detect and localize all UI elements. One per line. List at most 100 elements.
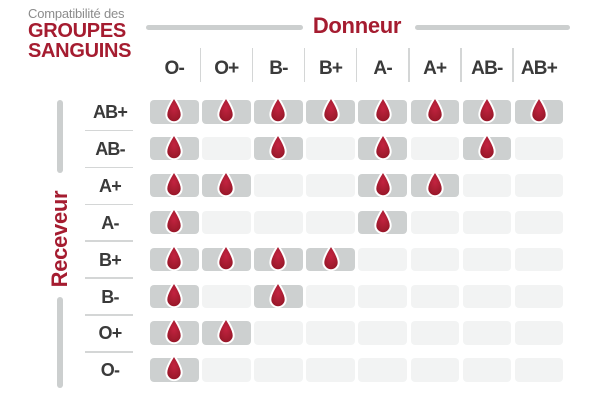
blood-drop-icon [530, 96, 548, 124]
donor-column-header-A-: A- [373, 58, 392, 79]
column-separator [303, 48, 306, 82]
blood-drop-icon [165, 133, 183, 161]
donor-column-header-AB+: AB+ [520, 58, 558, 79]
matrix-cell-B+-from-B+ [306, 243, 355, 272]
matrix-cell-O+-from-AB+ [514, 321, 564, 345]
blood-drop-icon [269, 243, 288, 271]
matrix-cell-AB--from-O- [150, 133, 199, 161]
chart-title-line1: GROUPES [28, 20, 126, 42]
donor-axis-line-left [146, 25, 303, 30]
row-separator [85, 166, 133, 169]
matrix-cell-B--from-A+ [410, 284, 459, 308]
matrix-cell-AB--from-AB+ [514, 136, 564, 161]
matrix-cell-B--from-B+ [306, 284, 355, 308]
matrix-cell-O--from-O- [150, 354, 199, 382]
matrix-cell-B--from-O- [150, 280, 199, 308]
blood-drop-icon [217, 96, 236, 124]
donor-column-header-AB-: AB- [471, 58, 503, 79]
matrix-cell-AB--from-A+ [410, 136, 459, 161]
receiver-row-label-AB+: AB+ [92, 102, 128, 122]
matrix-cell-B+-from-AB+ [514, 247, 564, 272]
matrix-cell-B+-from-O+ [202, 243, 251, 272]
row-separator [85, 314, 133, 316]
column-separator [355, 48, 358, 82]
donor-column-header-B+: B+ [318, 58, 343, 79]
matrix-cell-AB+-from-B- [254, 96, 303, 124]
matrix-cell-O+-from-A+ [410, 321, 459, 345]
matrix-cell-B+-from-A- [358, 247, 407, 272]
matrix-cell-O+-from-B- [254, 321, 303, 345]
matrix-cell-O--from-A+ [410, 358, 459, 382]
matrix-cell-A+-from-B+ [306, 173, 355, 198]
donor-axis-line-right [415, 25, 570, 30]
blood-drop-icon [217, 243, 236, 271]
matrix-cell-A+-from-A+ [410, 170, 459, 198]
column-separator [408, 48, 410, 82]
matrix-cell-B--from-AB+ [514, 284, 564, 308]
column-separator [199, 48, 202, 82]
matrix-cell-B--from-AB- [462, 284, 512, 308]
matrix-cell-A--from-AB- [462, 210, 512, 235]
matrix-cell-AB+-from-A+ [410, 96, 459, 124]
blood-drop-icon [478, 96, 496, 124]
receiver-row-label-B-: B- [101, 286, 119, 307]
matrix-cell-O--from-A- [358, 358, 407, 382]
matrix-cell-O+-from-AB- [462, 321, 512, 345]
blood-drop-icon [269, 280, 288, 308]
matrix-cell-A--from-A+ [410, 210, 459, 235]
matrix-cell-AB+-from-O- [150, 96, 199, 124]
blood-drop-icon [478, 133, 496, 161]
receiver-row-label-AB-: AB- [95, 138, 125, 159]
matrix-cell-AB+-from-B+ [306, 96, 355, 124]
matrix-cell-B+-from-B- [254, 243, 303, 272]
chart-title-line2: SANGUINS [28, 40, 132, 62]
column-separator [512, 48, 514, 82]
row-separator [85, 129, 133, 132]
donor-column-header-O+: O+ [214, 58, 239, 79]
matrix-cell-O+-from-B+ [306, 321, 355, 345]
blood-drop-icon [165, 317, 183, 345]
row-separator [85, 203, 133, 205]
receiver-axis-bar-bottom [57, 297, 63, 388]
column-separator [251, 48, 254, 82]
row-separator [85, 351, 133, 353]
matrix-cell-A+-from-O+ [202, 170, 251, 198]
matrix-cell-B--from-O+ [202, 284, 251, 308]
matrix-cell-A+-from-AB+ [514, 173, 564, 198]
matrix-cell-O+-from-O- [150, 317, 199, 345]
matrix-cell-A+-from-AB- [462, 173, 512, 198]
donor-column-header-O-: O- [164, 58, 184, 79]
matrix-cell-AB+-from-A- [358, 96, 407, 124]
matrix-cell-A--from-B- [254, 210, 303, 235]
blood-drop-icon [373, 170, 392, 197]
blood-drop-icon [217, 317, 236, 345]
matrix-cell-O+-from-A- [358, 321, 407, 345]
blood-drop-icon [165, 280, 183, 308]
blood-drop-icon [321, 243, 340, 271]
matrix-cell-A--from-A- [358, 207, 407, 235]
matrix-cell-O--from-O+ [202, 358, 251, 382]
donor-axis-label: Donneur [312, 13, 402, 38]
blood-drop-icon [165, 96, 183, 124]
row-separator [85, 240, 133, 242]
matrix-cell-A+-from-A- [358, 170, 407, 198]
matrix-cell-O--from-AB+ [514, 358, 564, 382]
matrix-cell-AB--from-B- [254, 133, 303, 161]
matrix-cell-AB--from-B+ [306, 136, 355, 161]
matrix-cell-O+-from-O+ [202, 317, 251, 345]
blood-drop-icon [373, 133, 392, 161]
blood-drop-icon [165, 207, 183, 234]
matrix-cell-B--from-B- [254, 280, 303, 308]
receiver-row-label-O-: O- [100, 360, 120, 381]
blood-drop-icon [165, 170, 183, 197]
blood-drop-icon [217, 170, 236, 197]
column-separator [460, 48, 462, 82]
row-separator [85, 277, 133, 279]
matrix-cell-O--from-AB- [462, 358, 512, 382]
donor-column-header-A+: A+ [423, 58, 447, 79]
matrix-cell-AB+-from-AB+ [514, 96, 564, 124]
matrix-cell-AB+-from-AB- [462, 96, 512, 124]
matrix-cell-AB--from-AB- [462, 133, 512, 161]
matrix-cell-AB+-from-O+ [202, 96, 251, 124]
